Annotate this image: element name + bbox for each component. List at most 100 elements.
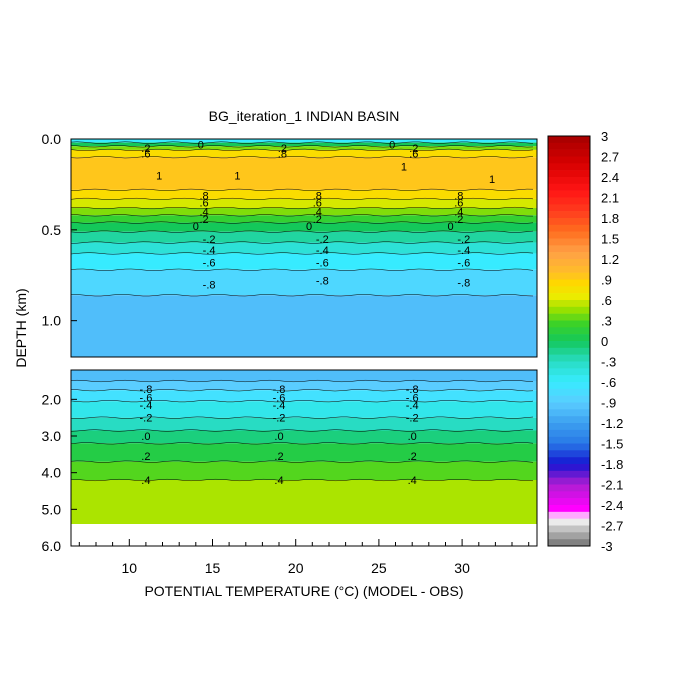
upper-contour-label: .8 — [454, 190, 463, 202]
lower-contour-label: .0 — [141, 431, 150, 443]
colorbar-box — [548, 272, 590, 280]
upper-contour-label: -.4 — [203, 245, 216, 257]
colorbar-box — [548, 395, 590, 403]
colorbar-box — [548, 163, 590, 171]
colorbar-box — [548, 477, 590, 485]
colorbar-label: -1.5 — [601, 437, 623, 452]
x-tick-label: 30 — [454, 560, 470, 576]
colorbar-labels: 3 2.7 2.4 2.1 1.8 1.5 1.2 .9 .6 .3 0 -.3 -.6 -.9 -1.2 -… — [601, 129, 623, 554]
upper-band — [71, 295, 537, 357]
colorbar-label: -.9 — [601, 396, 616, 411]
colorbar-box — [548, 252, 590, 260]
lower-contour-label: -.4 — [406, 400, 419, 412]
lower-no-data-region — [71, 524, 537, 546]
colorbar-box — [548, 423, 590, 431]
colorbar-boxes — [548, 136, 590, 547]
colorbar-box — [548, 354, 590, 362]
lower-contour-label: .2 — [408, 451, 417, 463]
lower-contour-label: -.8 — [139, 384, 152, 396]
colorbar-box — [548, 450, 590, 458]
lower-contour-label: -.6 — [139, 393, 152, 405]
upper-contour-label: -.4 — [457, 245, 470, 257]
upper-contour-label: .4 — [200, 207, 209, 219]
upper-contour-label: .6 — [454, 198, 463, 210]
colorbar-box — [548, 464, 590, 472]
upper-contour-label: -.2 — [316, 234, 329, 246]
colorbar-frame — [547, 135, 591, 547]
lower-band — [71, 370, 537, 381]
upper-contour-label: -.2 — [457, 234, 470, 246]
colorbar-label: -2.4 — [601, 498, 623, 513]
colorbar-label: -1.8 — [601, 457, 623, 472]
upper-contour-line — [70, 197, 534, 200]
colorbar-box — [548, 170, 590, 178]
upper-contour-label: .6 — [141, 149, 150, 161]
lower-contour-line — [70, 442, 534, 445]
lower-band — [71, 430, 537, 444]
colorbar-box — [548, 279, 590, 287]
upper-band — [71, 269, 537, 296]
colorbar-box — [548, 436, 590, 444]
upper-contour-line — [70, 221, 534, 224]
upper-band — [71, 149, 537, 158]
lower-contour-label: .4 — [274, 475, 283, 487]
colorbar-box — [548, 511, 590, 519]
colorbar-box — [548, 224, 590, 232]
upper-contour-label: .2 — [278, 143, 287, 155]
upper-contour-line — [70, 148, 534, 151]
colorbar-box — [548, 177, 590, 185]
lower-band — [71, 401, 537, 418]
lower-contour-label: -.2 — [273, 413, 286, 425]
x-axis-label: POTENTIAL TEMPERATURE (°C) (MODEL - OBS) — [144, 583, 463, 599]
upper-band — [71, 253, 537, 270]
upper-contour-label: .6 — [313, 198, 322, 210]
lower-band — [71, 461, 537, 480]
upper-contour-label: .4 — [454, 207, 463, 219]
lower-panel-contour-labels: -.8-.6-.4-.2.0.2.4-.8-.6-.4-.2.0.2.4-.8-… — [139, 384, 418, 487]
upper-band — [71, 146, 537, 150]
colorbar-box — [548, 375, 590, 383]
upper-contour-line — [70, 268, 534, 271]
colorbar-box — [548, 361, 590, 369]
colorbar-label: .6 — [601, 293, 612, 308]
colorbar-box — [548, 491, 590, 499]
lower-panel-frame — [70, 369, 538, 547]
upper-contour-label: -.6 — [316, 258, 329, 270]
upper-contour-label: -.6 — [457, 258, 470, 270]
upper-contour-label: -.2 — [203, 234, 216, 246]
colorbar-box — [548, 136, 590, 144]
upper-contour-label: .4 — [313, 207, 322, 219]
upper-band — [71, 139, 537, 143]
upper-contour-label: .8 — [313, 190, 322, 202]
colorbar-box — [548, 149, 590, 157]
colorbar-box — [548, 142, 590, 150]
lower-contour-line — [70, 478, 534, 482]
chart-title: BG_iteration_1 INDIAN BASIN — [209, 108, 400, 124]
upper-band — [71, 222, 537, 232]
upper-panel-bands — [71, 139, 537, 357]
colorbar-label: -.6 — [601, 375, 616, 390]
colorbar-box — [548, 368, 590, 376]
colorbar-label: 2.7 — [601, 150, 619, 165]
upper-contour-label: -.6 — [203, 258, 216, 270]
upper-contour-label: 1 — [234, 170, 240, 182]
upper-panel-frame — [70, 138, 538, 358]
lower-band — [71, 381, 537, 391]
upper-contour-label: 1 — [156, 170, 162, 182]
lower-panel-bands — [71, 370, 537, 546]
x-tick-label: 10 — [122, 560, 138, 576]
upper-contour-label: .6 — [409, 149, 418, 161]
colorbar-label: 1.2 — [601, 252, 619, 267]
colorbar-box — [548, 518, 590, 526]
colorbar-box — [548, 293, 590, 301]
upper-y-tick-label: 0.5 — [42, 222, 62, 238]
colorbar-label: -1.2 — [601, 416, 623, 431]
upper-panel-contour-lines — [70, 141, 534, 297]
lower-contour-line — [70, 429, 534, 432]
lower-contour-label: -.2 — [406, 413, 419, 425]
lower-contour-line — [70, 416, 534, 419]
upper-band — [71, 189, 537, 199]
lower-band — [71, 417, 537, 431]
upper-contour-line — [70, 156, 534, 159]
upper-contour-label: .6 — [200, 198, 209, 210]
